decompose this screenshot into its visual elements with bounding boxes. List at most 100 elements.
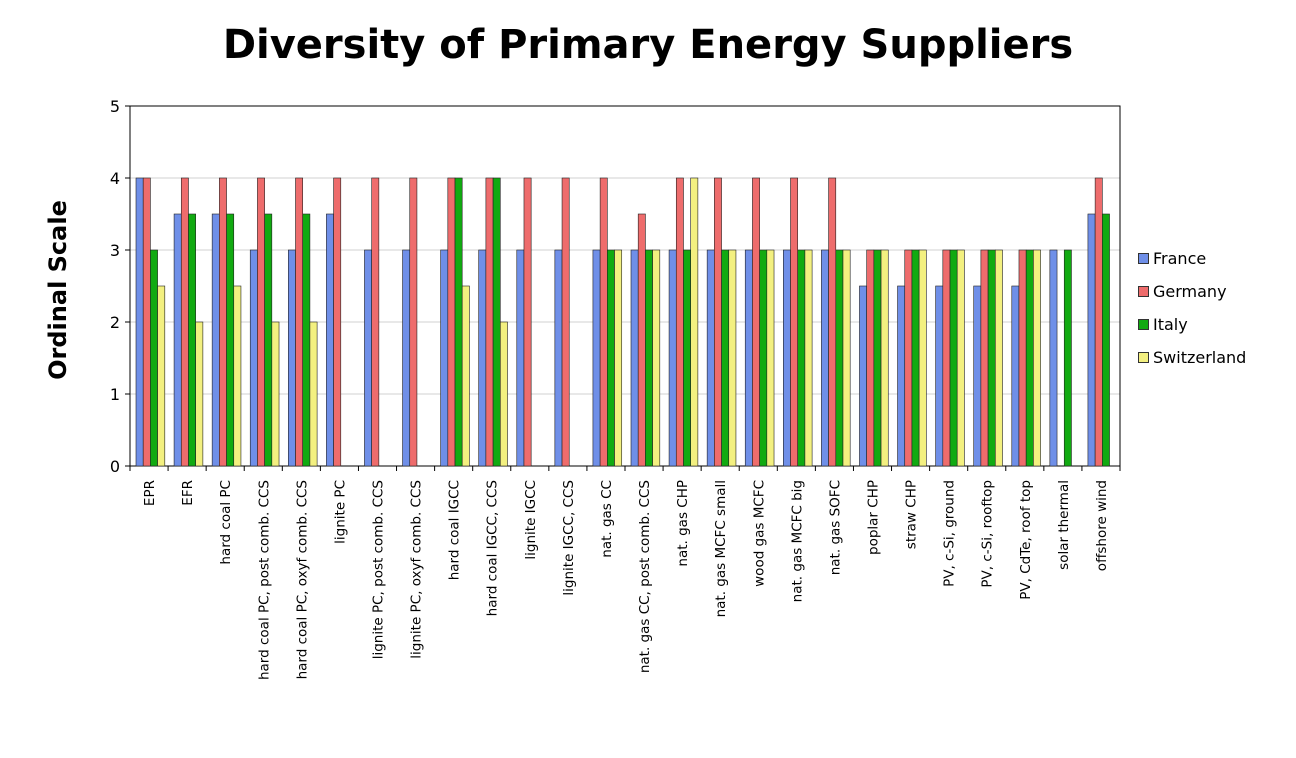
- bar: [797, 249, 806, 467]
- x-tick-label: EFR: [180, 480, 196, 506]
- bar: [918, 249, 927, 467]
- bar: [607, 249, 615, 467]
- bar: [790, 177, 799, 467]
- bar: [402, 249, 411, 467]
- bar: [675, 177, 684, 467]
- chart-title: Diversity of Primary Energy Suppliers: [222, 22, 1074, 68]
- x-tick-label: nat. gas CC: [599, 480, 615, 558]
- bar: [219, 177, 227, 467]
- x-tick-label: lignite IGCC, CCS: [561, 480, 577, 596]
- bar: [516, 249, 525, 467]
- bar: [994, 249, 1003, 467]
- legend-item: Germany: [1138, 275, 1246, 308]
- bar: [302, 213, 311, 467]
- bar: [866, 249, 875, 467]
- legend-swatch: [1138, 352, 1149, 363]
- bar: [1094, 177, 1103, 467]
- bar: [987, 249, 996, 467]
- bar: [783, 249, 791, 467]
- bar: [173, 213, 182, 467]
- bar: [752, 177, 760, 467]
- x-tick-label: solar thermal: [1056, 480, 1072, 570]
- bar: [271, 321, 280, 467]
- bar: [295, 177, 304, 467]
- bar: [821, 249, 829, 467]
- bar: [561, 177, 570, 467]
- legend-swatch: [1138, 319, 1149, 330]
- bar: [461, 285, 470, 467]
- bar: [440, 249, 449, 467]
- bar: [1011, 285, 1020, 467]
- bar: [523, 177, 532, 467]
- bar: [744, 249, 753, 467]
- bar: [180, 177, 189, 467]
- x-tick-label: hard coal IGCC, CCS: [485, 480, 501, 616]
- legend: France Germany Italy Switzerland: [1138, 242, 1246, 374]
- bar: [264, 213, 273, 467]
- bar: [880, 249, 889, 467]
- bar: [195, 321, 204, 467]
- x-tick-label: EPR: [142, 480, 158, 506]
- bar: [706, 249, 715, 467]
- x-tick-label: lignite PC, post comb. CCS: [371, 480, 387, 659]
- legend-label: Italy: [1153, 315, 1188, 334]
- bar: [645, 249, 653, 467]
- bar: [1025, 249, 1034, 467]
- x-tick-label: poplar CHP: [866, 480, 882, 555]
- bar: [980, 249, 989, 467]
- legend-label: Germany: [1153, 282, 1227, 301]
- bar: [257, 177, 265, 467]
- legend-item: Italy: [1138, 308, 1246, 341]
- bar: [485, 177, 494, 467]
- bar: [150, 249, 158, 467]
- bar: [683, 249, 691, 467]
- bar: [835, 249, 844, 467]
- x-tick-label: nat. gas MCFC big: [789, 480, 805, 602]
- bar: [188, 213, 196, 467]
- bar: [728, 249, 737, 467]
- bar: [842, 249, 851, 467]
- legend-swatch: [1138, 253, 1149, 264]
- bar: [828, 177, 837, 467]
- x-tick-label: nat. gas SOFC: [827, 480, 843, 575]
- bar: [1033, 249, 1041, 467]
- x-tick-label: lignite IGCC: [523, 480, 539, 560]
- y-tick-label: 5: [110, 97, 120, 116]
- bar: [1102, 213, 1110, 467]
- bar: [157, 285, 166, 467]
- y-tick-label: 4: [110, 169, 120, 188]
- bar: [233, 285, 242, 467]
- bar: [211, 213, 220, 467]
- legend-item: France: [1138, 242, 1246, 275]
- bar: [714, 177, 722, 467]
- x-tick-label: hard coal PC, oxyf comb. CCS: [294, 480, 310, 679]
- bar: [973, 285, 982, 467]
- x-tick-label: PV, c-Si, rooftop: [980, 480, 996, 588]
- x-tick-label: lignite PC, oxyf comb. CCS: [409, 480, 425, 659]
- y-tick-label: 1: [110, 385, 120, 404]
- y-tick-label: 3: [110, 241, 120, 260]
- bar: [599, 177, 608, 467]
- bar: [904, 249, 913, 467]
- bar: [804, 249, 813, 467]
- bar: [447, 177, 456, 467]
- bar: [554, 249, 563, 467]
- x-tick-label: nat. gas MCFC small: [713, 480, 729, 617]
- y-tick-label: 2: [110, 313, 120, 332]
- bar: [949, 249, 958, 467]
- x-tick-label: hard coal PC: [218, 480, 234, 565]
- bar: [592, 249, 601, 467]
- bar: [499, 321, 508, 467]
- bar: [637, 213, 646, 467]
- bar: [873, 249, 882, 467]
- bar: [630, 249, 639, 467]
- x-tick-label: wood gas MCFC: [751, 480, 767, 587]
- bar: [249, 249, 258, 467]
- bar: [309, 321, 318, 467]
- x-tick-label: nat. gas CC, post comb. CCS: [637, 480, 653, 673]
- bar: [288, 249, 296, 467]
- x-tick-label: hard coal IGCC: [447, 480, 463, 580]
- x-tick-label: PV, c-Si, ground: [942, 480, 958, 587]
- bar: [690, 177, 699, 467]
- bar: [766, 249, 775, 467]
